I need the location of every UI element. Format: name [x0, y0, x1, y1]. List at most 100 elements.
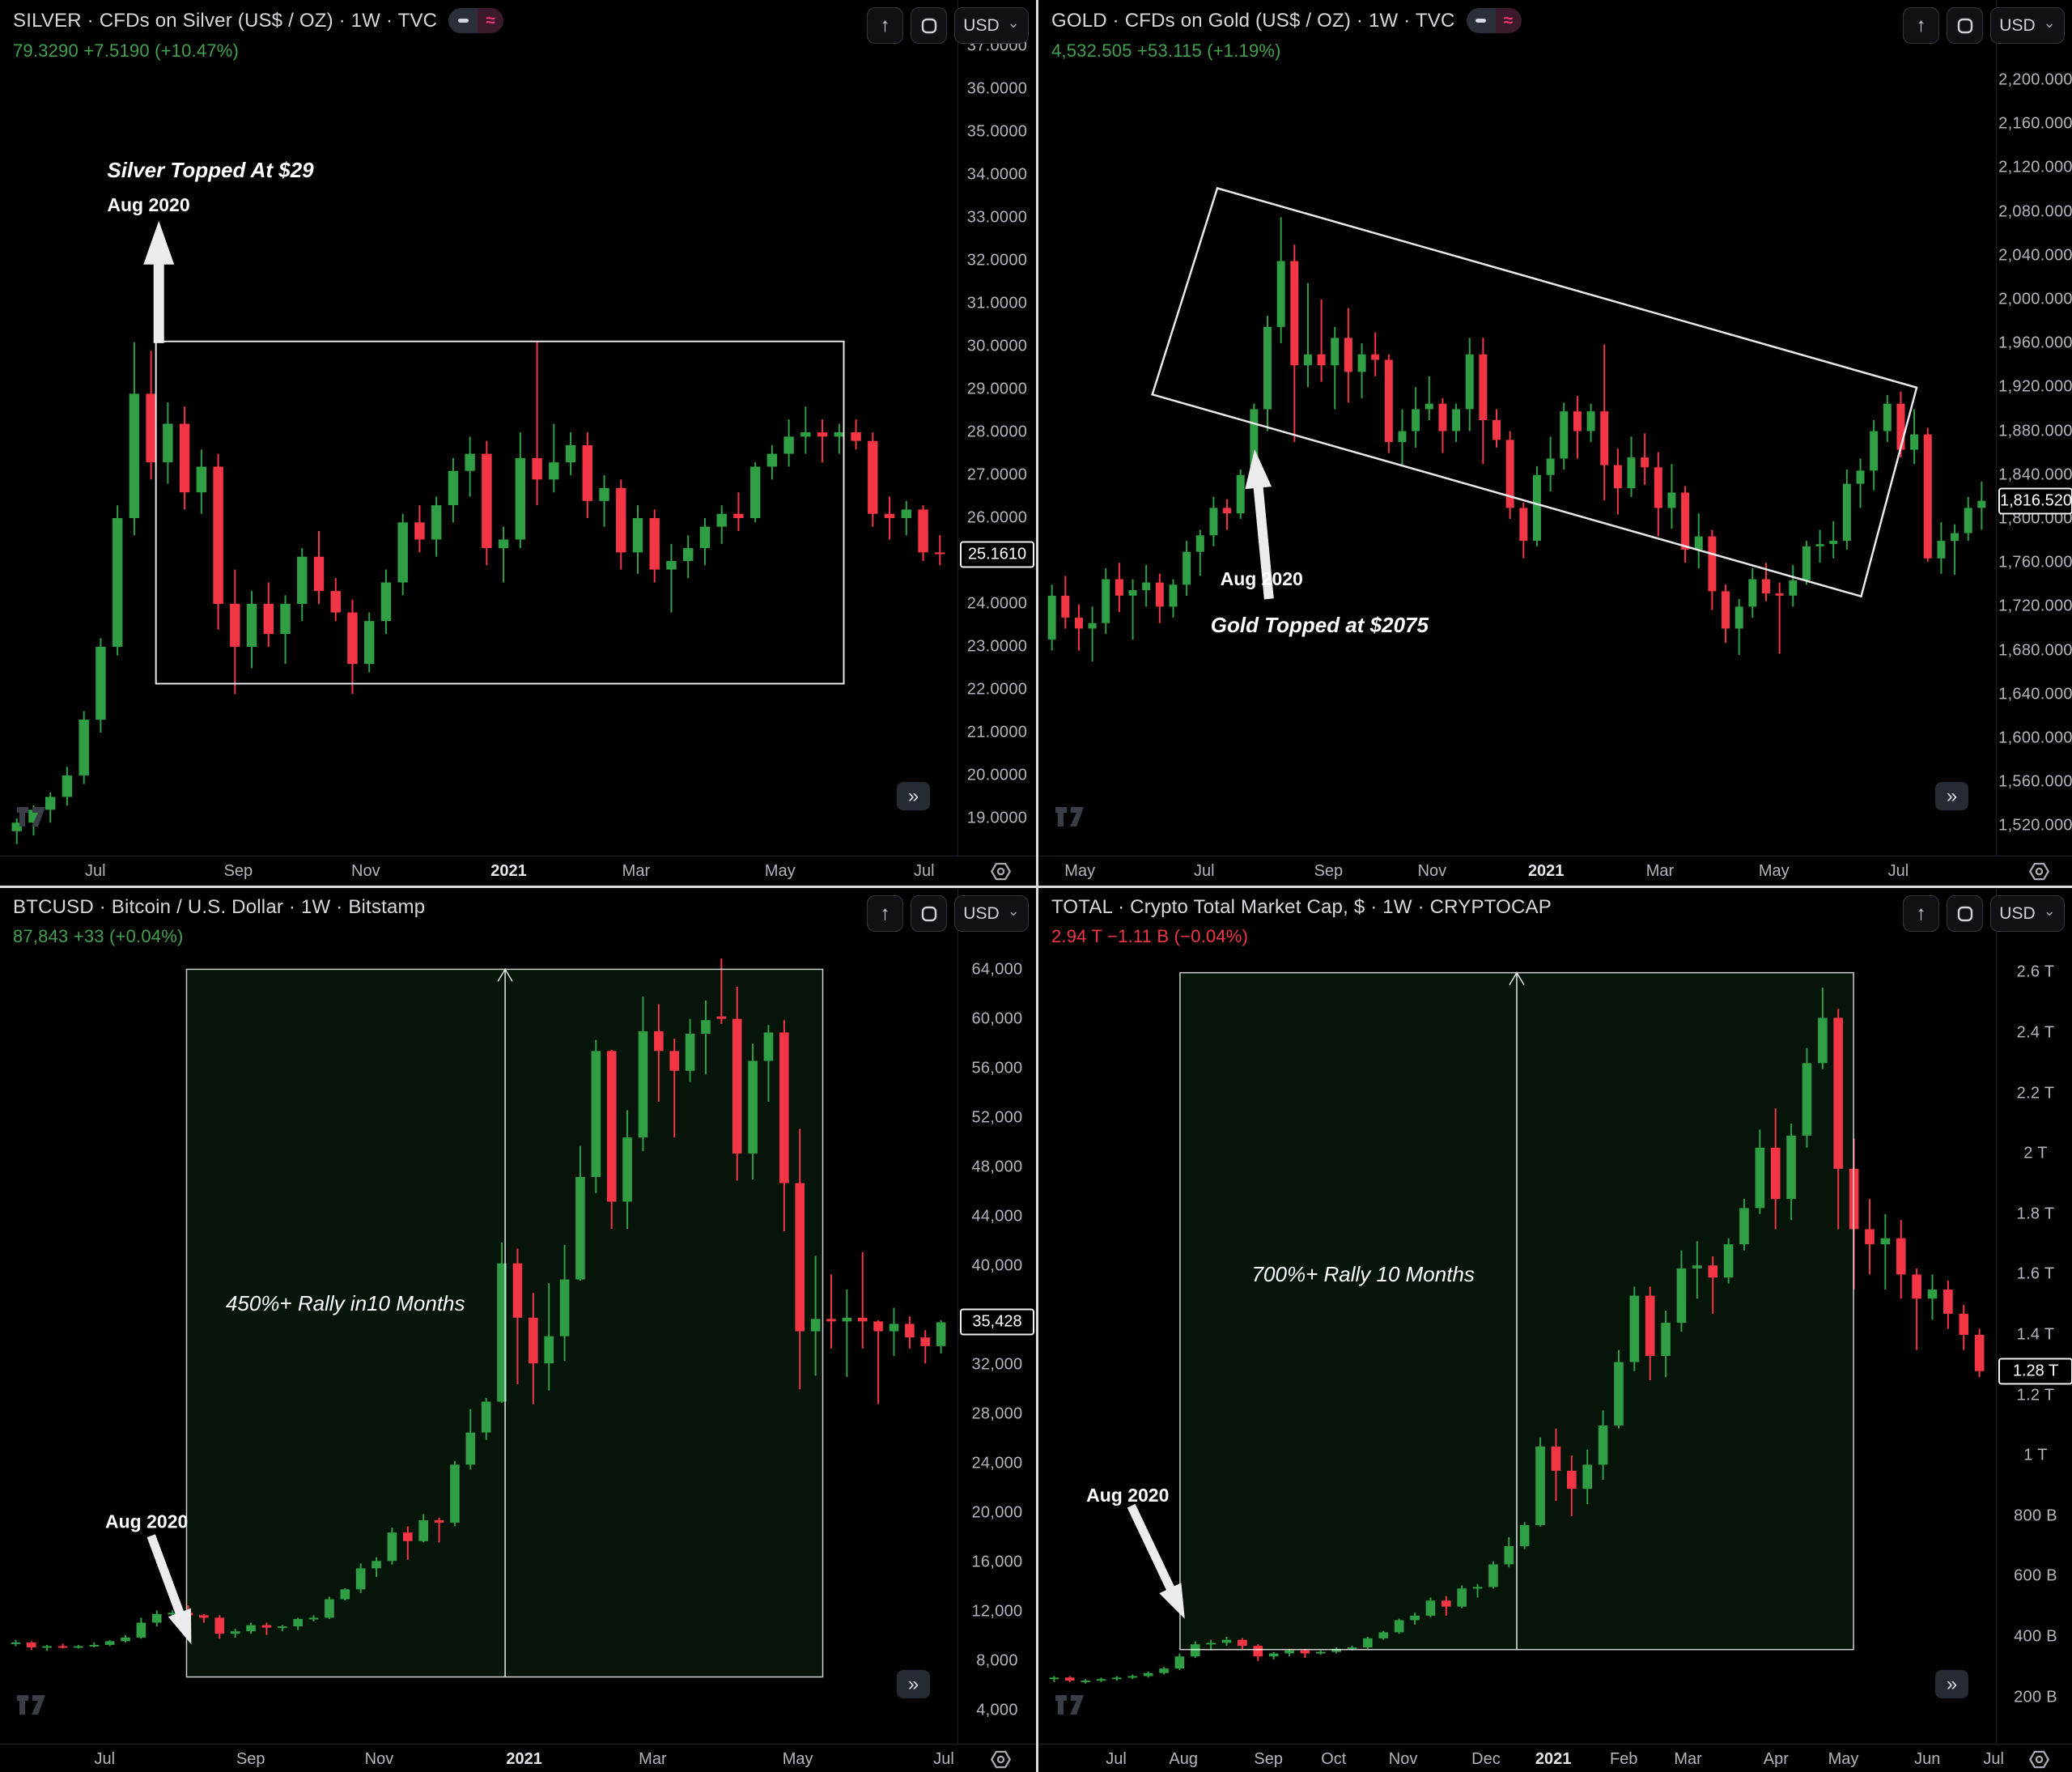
- scroll-to-realtime-button[interactable]: »: [1935, 1670, 1968, 1698]
- price-tick-label: 1.6 T: [2016, 1264, 2055, 1283]
- time-axis[interactable]: Jul Aug Sep Oct Nov Dec 2021 Feb Mar Apr May Jun Jul: [1038, 1744, 2072, 1772]
- candlestick-plot[interactable]: 450%+ Rally in10 Months Aug 2020: [0, 888, 957, 1744]
- time-tick-label: Sep: [223, 862, 253, 880]
- price-tick-label: 56,000: [971, 1059, 1023, 1077]
- price-tick-label: 34.0000: [966, 165, 1028, 184]
- price-tick-label: 1,680.000: [1998, 641, 2072, 660]
- currency-dropdown[interactable]: USD ⌄: [1990, 7, 2065, 44]
- price-tick-label: 600 B: [2014, 1566, 2057, 1585]
- axis-settings-gear-icon[interactable]: [2028, 861, 2050, 882]
- maximize-icon: [1957, 18, 1972, 33]
- time-tick-label: Jun: [1914, 1750, 1941, 1768]
- candlestick-plot[interactable]: Silver Topped At $29 Aug 2020: [0, 0, 957, 856]
- price-quote: 79.3290 +7.5190 (+10.47%): [13, 40, 240, 61]
- time-tick-label: May: [764, 862, 796, 880]
- price-tick-label: 24.0000: [966, 594, 1028, 613]
- symbol-title[interactable]: SILVER · CFDs on Silver (US$ / OZ) · 1W …: [13, 9, 438, 32]
- time-tick-label: Aug: [1169, 1750, 1198, 1768]
- price-tick-label: 2.2 T: [2016, 1084, 2055, 1103]
- annotation-text: Aug 2020: [1221, 568, 1303, 589]
- time-tick-label: Jul: [1194, 862, 1215, 880]
- price-axis[interactable]: 37.0000 36.0000 35.0000 34.0000 33.0000 32.00…: [957, 0, 1036, 856]
- annotation-text: 450%+ Rally in10 Months: [226, 1291, 465, 1315]
- time-tick-label: Mar: [639, 1750, 667, 1768]
- maximize-pane-button[interactable]: [911, 7, 947, 44]
- symbol-title[interactable]: GOLD · CFDs on Gold (US$ / OZ) · 1W · TV…: [1051, 9, 1455, 32]
- currency-dropdown[interactable]: USD ⌄: [1990, 895, 2065, 932]
- axis-settings-gear-icon[interactable]: [2028, 1749, 2050, 1770]
- candlestick-plot[interactable]: 700%+ Rally 10 Months Aug 2020: [1038, 888, 1995, 1744]
- minimize-icon: [448, 8, 478, 33]
- tradingview-logo-icon[interactable]: [1055, 806, 1089, 827]
- price-axis[interactable]: 68,00064,00060,00056,00052,00048,00044,0…: [957, 888, 1036, 1744]
- maximize-pane-button[interactable]: [1947, 895, 1983, 932]
- scroll-to-realtime-button[interactable]: »: [897, 1670, 930, 1698]
- price-tick-label: 16,000: [971, 1553, 1023, 1571]
- price-axis[interactable]: 2,200.000 2,160.000 2,120.000 2,080.000 2,04…: [1996, 0, 2072, 856]
- arrow-up-icon: ↑: [880, 14, 890, 36]
- currency-label: USD: [1999, 903, 2036, 923]
- series-visibility-toggle[interactable]: ≈: [1466, 8, 1522, 33]
- symbol-title[interactable]: BTCUSD · Bitcoin / U.S. Dollar · 1W · Bi…: [13, 896, 426, 918]
- scroll-to-realtime-button[interactable]: »: [897, 782, 930, 810]
- chart-header: TOTAL · Crypto Total Market Cap, $ · 1W …: [1051, 896, 1552, 947]
- time-tick-label: Jul: [1983, 1750, 2004, 1768]
- price-tick-label: 2,120.000: [1998, 158, 2072, 176]
- price-tick-label: 1,560.000: [1998, 772, 2072, 791]
- axis-settings-gear-icon[interactable]: [990, 1749, 1012, 1770]
- price-tick-label: 29.0000: [966, 380, 1028, 398]
- pane-move-up-button[interactable]: ↑: [1903, 7, 1939, 44]
- pane-move-up-button[interactable]: ↑: [867, 7, 903, 44]
- price-tick-label: 1.8 T: [2016, 1205, 2055, 1223]
- time-tick-label: Oct: [1321, 1750, 1347, 1768]
- tradingview-logo-icon[interactable]: [16, 1694, 50, 1715]
- time-axis[interactable]: May Jul Sep Nov 2021 Mar May Jul: [1038, 856, 2072, 886]
- chart-panel-total: 700%+ Rally 10 Months Aug 2020 TOTAL · Cr…: [1036, 886, 2072, 1772]
- pane-move-up-button[interactable]: ↑: [867, 895, 903, 932]
- series-visibility-toggle[interactable]: ≈: [448, 8, 504, 33]
- maximize-icon: [1957, 906, 1972, 921]
- price-tick-label: 1,520.000: [1998, 816, 2072, 835]
- price-tick-label: 21.0000: [966, 723, 1028, 742]
- price-tick-label: 32,000: [971, 1355, 1023, 1374]
- time-axis[interactable]: Jul Sep Nov 2021 Mar May Jul: [0, 856, 1036, 886]
- price-axis[interactable]: 2.6 T 2.4 T 2.2 T 2 T 1.8 T 1.6 T 1.4 T 1.2 T 1 …: [1996, 888, 2072, 1744]
- currency-dropdown[interactable]: USD ⌄: [954, 895, 1029, 932]
- candlestick-plot[interactable]: Aug 2020 Gold Topped at $2075: [1038, 0, 1995, 856]
- time-tick-label: 2021: [506, 1750, 542, 1768]
- currency-dropdown[interactable]: USD ⌄: [954, 7, 1029, 44]
- tradingview-logo-icon[interactable]: [1055, 1694, 1089, 1715]
- price-quote: 87,843 +33 (+0.04%): [13, 926, 184, 946]
- price-tick-label: 1.4 T: [2016, 1325, 2055, 1344]
- price-tick-label: 26.0000: [966, 508, 1028, 527]
- wave-icon: ≈: [1495, 8, 1522, 33]
- chevron-down-icon: ⌄: [2043, 903, 2056, 919]
- price-tick-label: 2.4 T: [2016, 1023, 2055, 1042]
- time-tick-label: Mar: [1645, 862, 1675, 880]
- tradingview-logo-icon[interactable]: [16, 806, 50, 827]
- chart-panel-gold: Aug 2020 Gold Topped at $2075 GOLD · CFDs…: [1036, 0, 2072, 886]
- price-tick-label: 19.0000: [966, 809, 1028, 827]
- axis-settings-gear-icon[interactable]: [990, 861, 1012, 882]
- time-tick-label: Sep: [1254, 1750, 1283, 1768]
- price-tick-label: 1,920.000: [1998, 377, 2072, 396]
- scroll-to-realtime-button[interactable]: »: [1935, 782, 1968, 810]
- price-tick-label: 2,040.000: [1998, 246, 2072, 265]
- time-tick-label: Jul: [84, 862, 106, 880]
- time-tick-label: Nov: [351, 862, 380, 880]
- chevron-down-icon: ⌄: [1007, 15, 1020, 31]
- time-tick-label: 2021: [1535, 1750, 1572, 1768]
- maximize-pane-button[interactable]: [911, 895, 947, 932]
- price-tick-label: 2,080.000: [1998, 202, 2072, 221]
- maximize-pane-button[interactable]: [1947, 7, 1983, 44]
- symbol-title[interactable]: TOTAL · Crypto Total Market Cap, $ · 1W …: [1051, 896, 1552, 918]
- time-tick-label: Jul: [1106, 1750, 1127, 1768]
- time-tick-label: 2021: [490, 862, 527, 880]
- time-tick-label: Sep: [1314, 862, 1344, 880]
- price-tick-label: 35.0000: [966, 122, 1028, 141]
- time-tick-label: Nov: [364, 1750, 394, 1768]
- price-tick-label: 2,000.000: [1998, 290, 2072, 308]
- pane-move-up-button[interactable]: ↑: [1903, 895, 1939, 932]
- time-axis[interactable]: Jul Sep Nov 2021 Mar May Jul: [0, 1744, 1036, 1772]
